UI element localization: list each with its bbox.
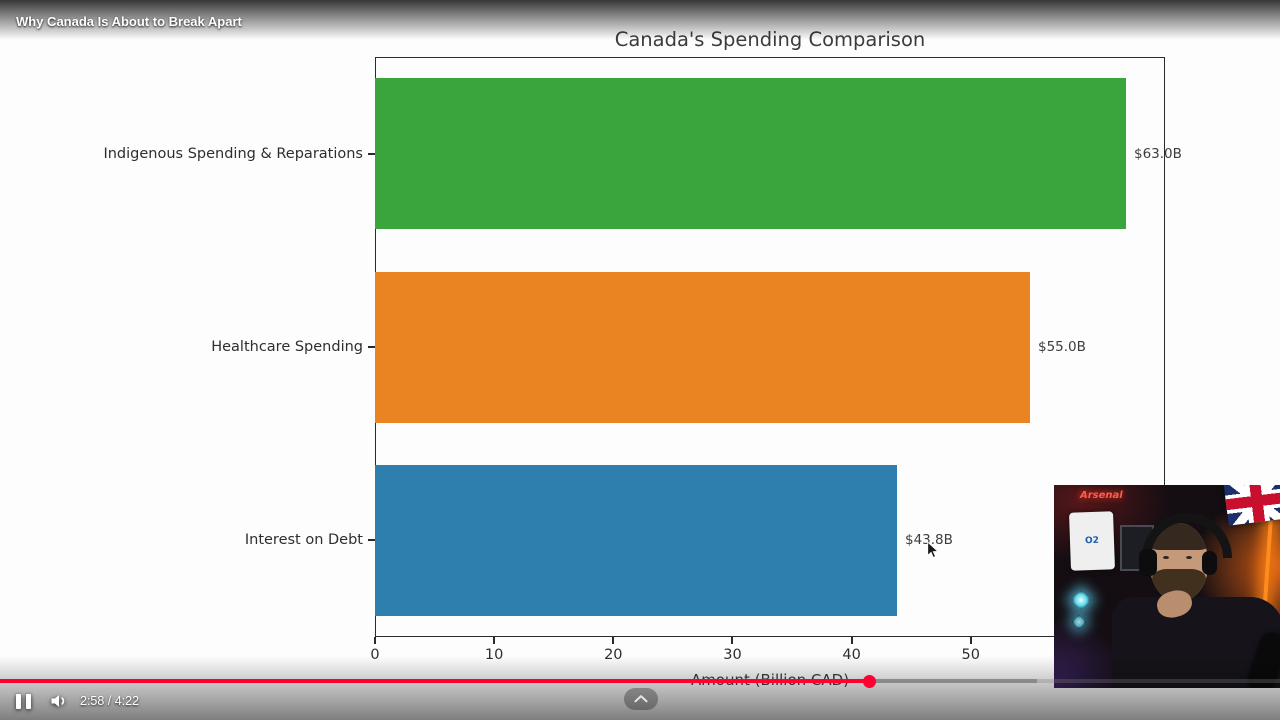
chevron-up-icon [624, 688, 658, 710]
mouse-cursor [926, 541, 940, 563]
x-tick-mark [969, 637, 972, 644]
pause-icon-bar2 [25, 693, 31, 709]
x-tick-mark [374, 637, 376, 644]
y-tick-mark [368, 152, 375, 155]
x-tick-label: 50 [961, 647, 980, 663]
bar-value-label: $43.8B [905, 532, 953, 549]
x-tick-label: 10 [484, 647, 504, 663]
plot-area: $63.0B Indigenous Spending & Reparations $… [103, 57, 1182, 663]
x-tick-mark [612, 637, 615, 644]
x-tick-label: 30 [723, 647, 742, 663]
progress-played [0, 679, 870, 683]
video-title: Why Canada Is About to Break Apart [16, 14, 242, 29]
headphones-earcup-left [1139, 549, 1157, 576]
y-category-label: Healthcare Spending [211, 339, 363, 355]
bar-2 [375, 464, 897, 616]
jersey-badge-text: O2 [1084, 535, 1100, 547]
bar-value-label: $63.0B [1134, 145, 1182, 162]
y-tick-mark [368, 346, 375, 348]
arsenal-banner-text: Arsenal [1080, 490, 1123, 501]
y-category-label: Indigenous Spending & Reparations [103, 145, 363, 162]
x-tick-label: 40 [842, 647, 861, 663]
x-tick-mark [850, 637, 853, 644]
bar-value-label: $55.0B [1038, 339, 1086, 355]
chart-title: Canada's Spending Comparison [614, 28, 926, 51]
arsenal-banner: Arsenal [1080, 490, 1123, 501]
headphones-earcup-right [1202, 551, 1217, 575]
y-tick-mark [368, 539, 375, 542]
progress-bar[interactable] [0, 674, 1280, 688]
x-tick-mark [493, 637, 496, 644]
pause-icon [15, 693, 21, 709]
pause-button[interactable] [6, 688, 40, 714]
framed-jersey: O2 [1069, 511, 1115, 571]
player-controls: 2:58 / 4:22 [0, 686, 1280, 720]
volume-icon [51, 695, 65, 707]
webcam-overlay: Arsenal O2 [1054, 485, 1280, 688]
volume-button[interactable] [42, 688, 76, 714]
x-tick-mark [731, 637, 734, 644]
x-tick-label: 0 [370, 647, 380, 663]
diamond-lamp-small [1071, 614, 1087, 630]
x-tick-label: 20 [604, 647, 623, 663]
diamond-lamp [1071, 590, 1091, 610]
bar-1 [375, 271, 1030, 423]
time-display: 2:58 / 4:22 [80, 694, 140, 708]
y-category-label: Interest on Debt [244, 532, 363, 549]
union-jack-flag [1223, 485, 1280, 526]
expand-chevron-button[interactable] [623, 686, 659, 712]
bar-0 [375, 78, 1126, 230]
